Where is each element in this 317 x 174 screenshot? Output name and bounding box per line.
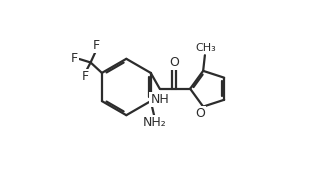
Text: F: F bbox=[93, 39, 100, 52]
Text: F: F bbox=[82, 70, 89, 83]
Text: O: O bbox=[170, 57, 179, 69]
Text: O: O bbox=[196, 107, 205, 120]
Text: CH₃: CH₃ bbox=[195, 43, 216, 53]
Text: NH₂: NH₂ bbox=[143, 116, 166, 129]
Text: NH: NH bbox=[150, 93, 169, 106]
Text: F: F bbox=[71, 52, 78, 65]
